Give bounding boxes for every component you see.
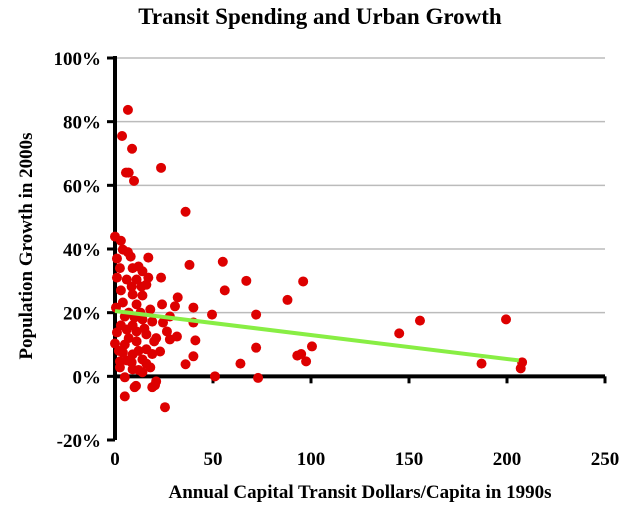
data-point bbox=[251, 342, 262, 353]
data-point bbox=[137, 290, 148, 301]
data-point bbox=[147, 382, 158, 393]
data-point bbox=[155, 346, 166, 357]
data-point bbox=[157, 299, 168, 310]
data-point bbox=[394, 328, 405, 339]
data-point bbox=[110, 338, 120, 349]
data-point bbox=[129, 175, 140, 186]
data-point bbox=[217, 256, 228, 267]
data-point bbox=[207, 309, 218, 320]
data-point bbox=[131, 336, 142, 347]
data-point bbox=[113, 345, 124, 356]
data-point bbox=[253, 372, 264, 383]
data-point bbox=[115, 320, 126, 331]
data-point bbox=[117, 297, 128, 308]
data-point bbox=[147, 349, 158, 360]
data-point bbox=[219, 285, 230, 296]
data-point bbox=[151, 333, 162, 344]
data-point bbox=[114, 263, 125, 274]
data-point bbox=[123, 167, 134, 178]
data-point bbox=[111, 253, 122, 264]
y-tick-label: 0% bbox=[73, 367, 102, 388]
y-tick-label: -20% bbox=[57, 431, 101, 452]
data-point bbox=[115, 285, 126, 296]
data-point bbox=[251, 309, 262, 320]
data-point bbox=[190, 335, 201, 346]
data-point bbox=[298, 276, 309, 287]
data-point bbox=[161, 326, 172, 337]
data-point bbox=[119, 372, 130, 383]
data-point bbox=[282, 294, 293, 305]
data-point bbox=[159, 402, 170, 413]
data-point bbox=[172, 292, 183, 303]
data-point bbox=[515, 363, 526, 374]
data-point bbox=[122, 104, 133, 115]
data-point bbox=[123, 333, 134, 344]
data-point bbox=[127, 289, 138, 300]
data-point bbox=[127, 320, 138, 331]
data-point bbox=[164, 334, 175, 345]
data-point bbox=[141, 279, 152, 290]
data-point bbox=[209, 371, 220, 382]
data-point bbox=[143, 252, 154, 263]
data-point bbox=[296, 349, 307, 360]
data-point bbox=[188, 302, 199, 313]
data-point bbox=[121, 355, 132, 366]
data-point bbox=[184, 259, 195, 270]
data-point bbox=[115, 235, 126, 246]
y-tick-label: 40% bbox=[63, 240, 101, 261]
data-point bbox=[156, 162, 167, 173]
data-point bbox=[126, 281, 137, 292]
data-point bbox=[131, 274, 142, 285]
x-axis-label: Annual Capital Transit Dollars/Capita in… bbox=[168, 482, 552, 503]
data-point bbox=[235, 358, 246, 369]
data-point bbox=[476, 358, 487, 369]
data-point bbox=[131, 299, 142, 310]
x-tick-label: 50 bbox=[204, 449, 223, 470]
data-point bbox=[119, 391, 130, 402]
data-point bbox=[301, 356, 312, 367]
y-tick-label: 80% bbox=[63, 113, 101, 134]
data-point bbox=[180, 206, 191, 217]
data-point bbox=[180, 359, 191, 370]
data-point bbox=[114, 362, 125, 373]
data-point bbox=[127, 143, 138, 154]
data-point bbox=[145, 304, 156, 315]
data-point bbox=[117, 130, 128, 141]
data-point bbox=[129, 382, 140, 393]
data-point bbox=[414, 315, 425, 326]
y-tick-label: 100% bbox=[54, 49, 102, 70]
trendline bbox=[114, 309, 520, 363]
y-tick-label: 60% bbox=[63, 176, 101, 197]
data-point bbox=[133, 364, 144, 375]
data-point bbox=[121, 274, 132, 285]
data-point bbox=[141, 358, 152, 369]
data-point bbox=[156, 272, 167, 283]
chart-title: Transit Spending and Urban Growth bbox=[138, 4, 502, 29]
x-tick-label: 150 bbox=[395, 449, 424, 470]
data-point bbox=[125, 251, 136, 262]
y-tick-label: 20% bbox=[63, 304, 101, 325]
x-tick-label: 250 bbox=[591, 449, 620, 470]
data-point bbox=[111, 272, 122, 283]
data-point bbox=[133, 345, 144, 356]
data-point bbox=[306, 341, 317, 352]
data-point bbox=[139, 323, 150, 334]
x-tick-label: 200 bbox=[493, 449, 522, 470]
data-point bbox=[501, 314, 512, 325]
data-point bbox=[147, 316, 158, 327]
x-tick-label: 100 bbox=[297, 449, 326, 470]
y-axis-label: Population Growth in 2000s bbox=[16, 132, 37, 360]
data-point bbox=[188, 351, 199, 362]
data-point bbox=[241, 275, 252, 286]
data-point bbox=[137, 266, 148, 277]
x-tick-label: 0 bbox=[110, 449, 120, 470]
data-point bbox=[158, 317, 169, 328]
data-point bbox=[169, 301, 180, 312]
